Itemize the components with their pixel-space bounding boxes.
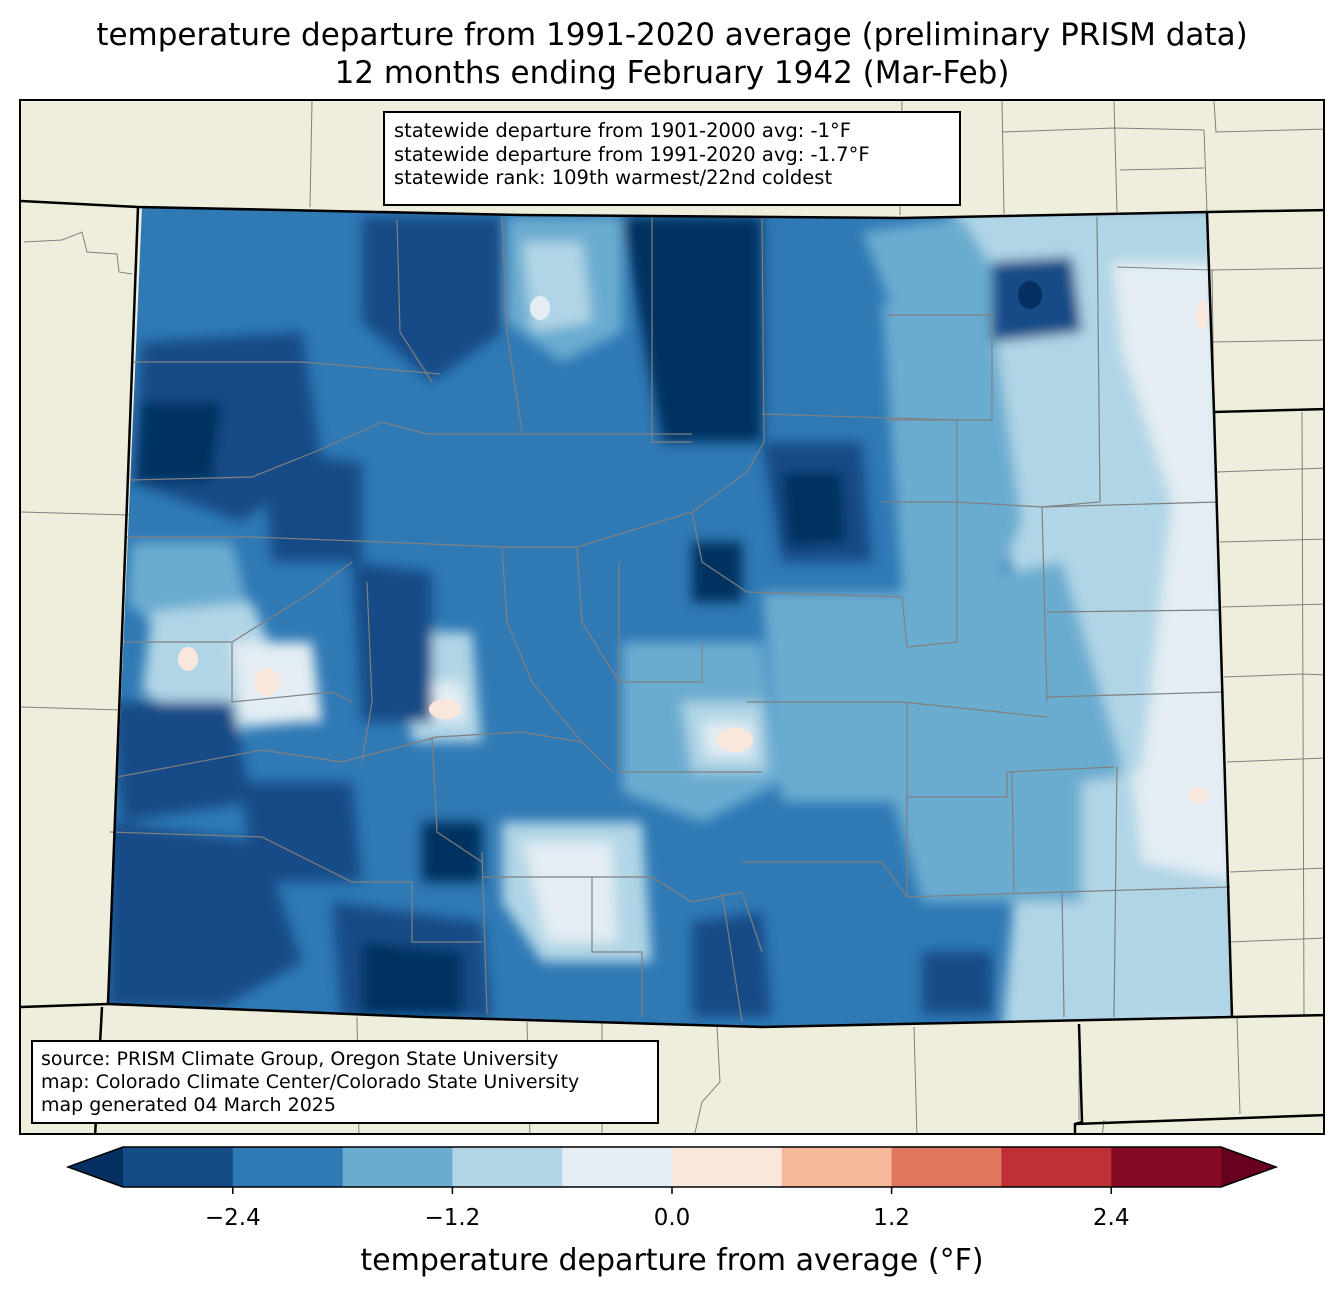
stats-line-rank: statewide rank: 109th warmest/22nd colde… — [394, 166, 833, 189]
colorbar-tick-label: 0.0 — [653, 1205, 691, 1231]
map-title-line1: temperature departure from 1991-2020 ave… — [96, 17, 1248, 53]
statewide-stats-box: statewide departure from 1901-2000 avg: … — [383, 111, 961, 206]
map-panel — [19, 99, 1325, 1135]
source-box: source: PRISM Climate Group, Oregon Stat… — [31, 1040, 659, 1124]
source-line-prism: source: PRISM Climate Group, Oregon Stat… — [41, 1048, 559, 1070]
stats-line-1901-2000: statewide departure from 1901-2000 avg: … — [394, 119, 851, 142]
colorbar-tick-label: −2.4 — [204, 1205, 261, 1231]
temperature-field — [108, 207, 1232, 1027]
source-line-map: map: Colorado Climate Center/Colorado St… — [41, 1071, 580, 1093]
state-boundaries — [21, 199, 1323, 1133]
colorbar-outline — [65, 1146, 1279, 1188]
colorbar-ticks — [232, 1187, 1112, 1194]
colorbar-bin — [1111, 1147, 1222, 1187]
county-boundaries — [109, 216, 1231, 1023]
colorbar-tick-label: −1.2 — [424, 1205, 481, 1231]
colorbar-bin — [672, 1147, 783, 1187]
colorbar-label: temperature departure from average (°F) — [360, 1243, 984, 1278]
colorbar-bin — [781, 1147, 893, 1187]
colorado-temperature-map — [21, 101, 1323, 1133]
colorbar-bins — [65, 1146, 1279, 1188]
source-line-generated: map generated 04 March 2025 — [41, 1094, 336, 1116]
colorbar-bin — [342, 1147, 453, 1187]
colorbar-bin — [562, 1147, 673, 1187]
colorbar-tick-label: 2.4 — [1092, 1205, 1130, 1231]
colorbar-bin — [1001, 1147, 1112, 1187]
colorbar-bin — [123, 1147, 234, 1187]
colorbar-extend-min — [68, 1147, 123, 1187]
colorbar-tick-label: 1.2 — [873, 1205, 910, 1231]
colorbar-bin — [232, 1147, 344, 1187]
stats-line-1991-2020: statewide departure from 1991-2020 avg: … — [394, 142, 870, 166]
colorbar-bin — [452, 1147, 563, 1187]
colorbar — [65, 1146, 1279, 1194]
colorbar-extend-max — [1221, 1147, 1276, 1187]
colorbar-bin — [891, 1147, 1002, 1187]
map-title-line2: 12 months ending February 1942 (Mar-Feb) — [334, 55, 1010, 91]
neighbor-county-lines — [21, 101, 1323, 1133]
